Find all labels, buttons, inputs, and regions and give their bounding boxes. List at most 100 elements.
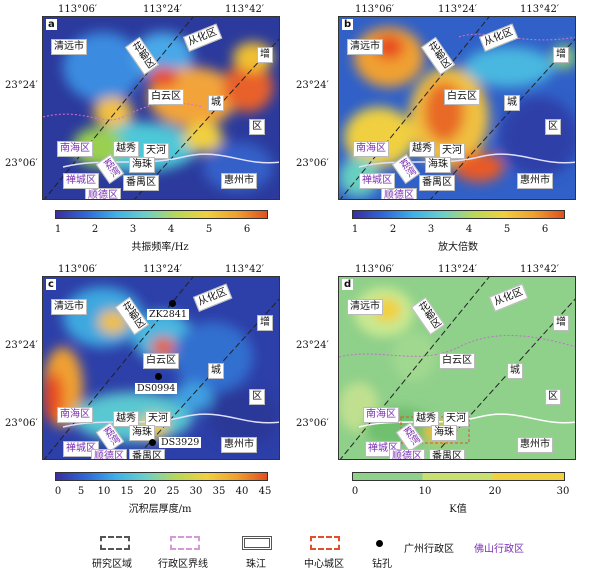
tick-c-1: 5 (77, 486, 85, 497)
central-district-symbol (310, 536, 340, 550)
tick-d-1: 10 (418, 486, 432, 497)
legend-central-district (310, 536, 340, 550)
tick-b-3: 4 (465, 224, 473, 235)
legend-drill-hole-symbol (376, 540, 383, 547)
drill-hole-zk2841 (169, 300, 176, 307)
panel-a-map: a 清远市 从化区 花都区 增 城 区 白云区 南海区 越秀 天河 海珠 荔湾 … (42, 16, 280, 200)
lat-label-c-1: 23°24′ (5, 340, 38, 351)
lon-label-a-2: 113°24′ (143, 4, 183, 15)
tick-c-8: 40 (235, 486, 249, 497)
tick-c-9: 45 (258, 486, 272, 497)
tick-a-4: 5 (205, 224, 213, 235)
place-chancheng-b: 禅城区 (359, 173, 395, 189)
colorbar-d-title: K值 (449, 504, 467, 515)
panel-c-label: c (46, 279, 56, 290)
tick-b-2: 3 (427, 224, 435, 235)
panel-b-label: b (342, 19, 354, 30)
place-baiyun-b: 白云区 (444, 89, 480, 105)
tick-a-2: 3 (129, 224, 137, 235)
lon-label-c-1: 113°06′ (58, 264, 98, 275)
tick-a-1: 2 (91, 224, 99, 235)
tick-a-0: 1 (54, 224, 62, 235)
tick-c-5: 25 (166, 486, 180, 497)
legend-drill-hole-label: 钻孔 (372, 559, 392, 570)
place-cheng-c: 城 (208, 363, 224, 379)
place-nanhai-d: 南海区 (363, 407, 399, 423)
legend-pearl-river-label: 珠江 (246, 559, 266, 570)
place-zeng-a: 增 (257, 47, 273, 63)
lat-label-c-2: 23°06′ (5, 418, 38, 429)
place-haizhu-b: 海珠 (425, 157, 451, 173)
place-yuexiu-c: 越秀 (113, 411, 139, 427)
drill-label-ds0994: DS0994 (135, 383, 178, 394)
lon-label-a-1: 113°06′ (58, 4, 98, 15)
legend-central-district-label: 中心城区 (304, 559, 344, 570)
legend-guangzhou-admin: 广州行政区 (404, 544, 454, 555)
tick-b-0: 1 (351, 224, 359, 235)
place-yuexiu-b: 越秀 (409, 141, 435, 157)
lon-label-c-2: 113°24′ (143, 264, 183, 275)
tick-c-6: 30 (189, 486, 203, 497)
colorbar-c (55, 472, 268, 481)
place-zeng-b: 增 (553, 47, 569, 63)
place-haizhu-c: 海珠 (129, 425, 155, 441)
tick-c-4: 20 (143, 486, 157, 497)
legend-admin-boundary (170, 536, 200, 550)
colorbar-b (352, 210, 565, 219)
lon-label-b-2: 113°24′ (438, 4, 478, 15)
place-qu-d: 区 (545, 389, 561, 405)
place-qu-a: 区 (249, 119, 265, 135)
tick-c-0: 0 (54, 486, 62, 497)
lat-label-b-1: 23°24′ (296, 80, 329, 91)
colorbar-c-title: 沉积层厚度/m (128, 504, 192, 515)
lat-label-d-1: 23°24′ (296, 340, 329, 351)
lon-label-b-3: 113°42′ (520, 4, 560, 15)
lat-label-b-2: 23°06′ (296, 158, 329, 169)
panel-c-map: c 清远市 从化区 花都区 增 城 区 白云区 南海区 越秀 天河 海珠 荔湾 … (42, 276, 280, 460)
place-shunde-c: 顺德区 (91, 449, 127, 459)
place-qu-c: 区 (249, 389, 265, 405)
lon-label-a-3: 113°42′ (225, 4, 265, 15)
tick-c-3: 15 (120, 486, 134, 497)
tick-a-5: 6 (243, 224, 251, 235)
place-qingyuan-d: 清远市 (347, 299, 383, 315)
panel-d-map: d 清远市 从化区 花都区 增 城 区 白云区 南海区 越秀 天河 海珠 荔湾 … (338, 276, 576, 460)
place-tianhe-a: 天河 (143, 143, 169, 159)
place-cheng-a: 城 (208, 95, 224, 111)
place-baiyun-a: 白云区 (148, 89, 184, 105)
place-huizhou-d: 惠州市 (517, 437, 553, 453)
drill-label-zk2841: ZK2841 (147, 309, 189, 320)
legend-pearl-river (242, 536, 272, 550)
legend-foshan-admin: 佛山行政区 (474, 544, 524, 555)
place-qu-b: 区 (545, 119, 561, 135)
study-area-symbol (100, 536, 130, 550)
place-tianhe-b: 天河 (439, 143, 465, 159)
place-panyu-c: 番禺区 (129, 449, 165, 459)
lat-label-a-2: 23°06′ (5, 158, 38, 169)
place-shunde-b: 顺德区 (381, 188, 417, 199)
tick-c-7: 35 (212, 486, 226, 497)
place-chancheng-a: 禅城区 (63, 173, 99, 189)
lat-label-d-2: 23°06′ (296, 418, 329, 429)
place-baiyun-d: 白云区 (439, 353, 475, 369)
place-qingyuan-c: 清远市 (51, 299, 87, 315)
tick-b-4: 5 (503, 224, 511, 235)
tick-a-3: 4 (167, 224, 175, 235)
place-shunde-a: 顺德区 (85, 188, 121, 199)
admin-boundary-symbol (170, 536, 200, 550)
place-qingyuan-b: 清远市 (347, 39, 383, 55)
place-huizhou-b: 惠州市 (517, 173, 553, 189)
lon-label-d-2: 113°24′ (438, 264, 478, 275)
tick-c-2: 10 (97, 486, 111, 497)
drill-hole-ds3929 (149, 439, 156, 446)
place-nanhai-c: 南海区 (57, 407, 93, 423)
place-tianhe-c: 天河 (145, 411, 171, 427)
place-haizhu-d: 海珠 (431, 425, 457, 441)
lon-label-c-3: 113°42′ (225, 264, 265, 275)
place-yuexiu-d: 越秀 (413, 411, 439, 427)
pearl-river-symbol (242, 536, 272, 550)
place-cheng-d: 城 (507, 363, 523, 379)
panel-b-map: b 清远市 从化区 花都区 增 城 区 白云区 南海区 越秀 天河 海珠 荔湾 … (338, 16, 576, 200)
place-nanhai-b: 南海区 (353, 141, 389, 157)
place-panyu-d: 番禺区 (429, 449, 465, 459)
